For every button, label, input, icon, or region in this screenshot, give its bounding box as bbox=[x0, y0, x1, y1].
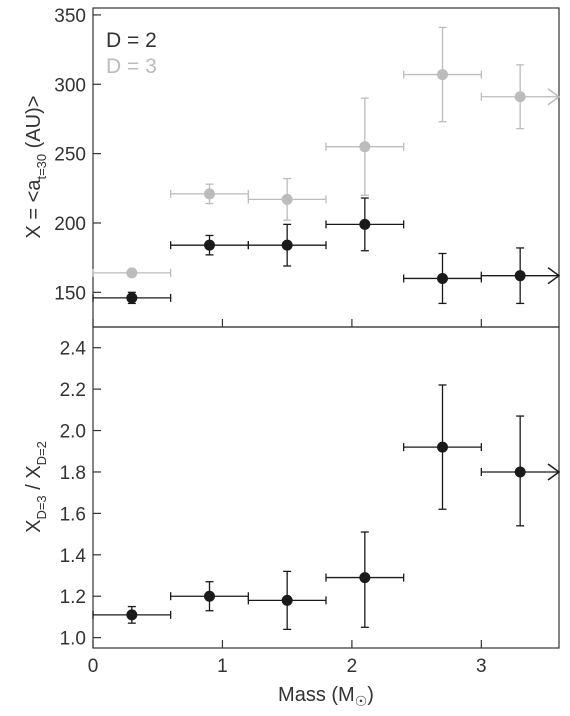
top-series-0-point bbox=[359, 218, 371, 230]
bottom-panel-ticks: 1.0 1.2 1.4 1.6 1.8 2.0 2.2 2.4 0 1 2 3 bbox=[60, 339, 487, 677]
top-y-tick-label: 350 bbox=[54, 6, 86, 27]
top-series-0-point bbox=[514, 270, 526, 282]
bottom-y-tick-label: 2.2 bbox=[60, 380, 86, 401]
bottom-y-label-a-sub: D=3 bbox=[34, 495, 49, 519]
bottom-series-0-point bbox=[514, 466, 526, 478]
top-y-axis-label: X = <at=30 (AU)> bbox=[23, 96, 49, 239]
top-series-1-point bbox=[359, 141, 371, 153]
legend: D = 2 D = 3 bbox=[106, 29, 157, 78]
top-series-0-point bbox=[437, 272, 448, 284]
bottom-y-tick-label: 1.2 bbox=[60, 587, 86, 608]
top-y-tick-label: 150 bbox=[54, 283, 86, 304]
bottom-series-0-point bbox=[281, 594, 293, 606]
top-series-1-point bbox=[126, 267, 138, 279]
bottom-x-tick-label: 1 bbox=[217, 656, 228, 677]
top-panel-series bbox=[92, 26, 561, 305]
top-series-0-point bbox=[281, 239, 293, 251]
bottom-y-label-mid: / X bbox=[23, 465, 45, 495]
x-axis-label: Mass (M☉) bbox=[278, 684, 374, 709]
bottom-y-axis-label: XD=3 / XD=2 bbox=[23, 441, 49, 533]
bottom-series-0-point bbox=[359, 572, 371, 584]
x-label-main: Mass (M bbox=[278, 684, 355, 706]
top-series-0-open-arrow bbox=[547, 267, 561, 285]
legend-entry-d3: D = 3 bbox=[106, 55, 157, 78]
top-series-0-point bbox=[204, 239, 215, 251]
top-panel-frame bbox=[92, 7, 560, 328]
bottom-series-0-point bbox=[204, 590, 215, 602]
top-y-label-main: X = <a bbox=[23, 179, 45, 239]
bottom-series-0-open-arrow bbox=[547, 463, 561, 481]
top-y-tick-label: 250 bbox=[54, 145, 86, 166]
bottom-panel-frame bbox=[92, 326, 560, 649]
top-y-tick-label: 200 bbox=[54, 214, 86, 235]
top-series-1-open-arrow bbox=[547, 88, 561, 106]
bottom-y-tick-label: 1.6 bbox=[60, 504, 86, 525]
bottom-y-label-a: X bbox=[23, 520, 45, 533]
bottom-x-tick-label: 0 bbox=[88, 656, 99, 677]
bottom-series-0-point bbox=[437, 441, 448, 453]
bottom-y-tick-label: 1.4 bbox=[60, 546, 87, 567]
top-y-label-sub: t=30 bbox=[34, 154, 49, 180]
bottom-y-tick-label: 2.4 bbox=[60, 339, 87, 360]
bottom-x-tick-label: 2 bbox=[347, 656, 358, 677]
top-panel-ticks: 150 200 250 300 350 bbox=[54, 6, 482, 327]
bottom-y-label-b-sub: D=2 bbox=[34, 441, 49, 465]
top-series-1-point bbox=[514, 91, 526, 103]
bottom-panel-series bbox=[92, 384, 561, 631]
legend-entry-d2: D = 2 bbox=[106, 29, 157, 52]
bottom-y-tick-label: 2.0 bbox=[60, 422, 86, 443]
x-label-tail: ) bbox=[367, 684, 374, 706]
top-series-1-point bbox=[204, 188, 215, 200]
bottom-y-tick-label: 1.8 bbox=[60, 463, 86, 484]
bottom-series-0-point bbox=[126, 609, 138, 621]
x-label-sub: ☉ bbox=[355, 693, 368, 709]
top-y-tick-label: 300 bbox=[54, 75, 86, 96]
top-series-1-point bbox=[281, 193, 293, 205]
bottom-x-tick-label: 3 bbox=[476, 656, 487, 677]
top-series-0-point bbox=[126, 292, 138, 304]
top-series-1-point bbox=[437, 69, 448, 81]
bottom-y-tick-label: 1.0 bbox=[60, 629, 86, 650]
top-y-label-tail: (AU)> bbox=[23, 96, 45, 154]
